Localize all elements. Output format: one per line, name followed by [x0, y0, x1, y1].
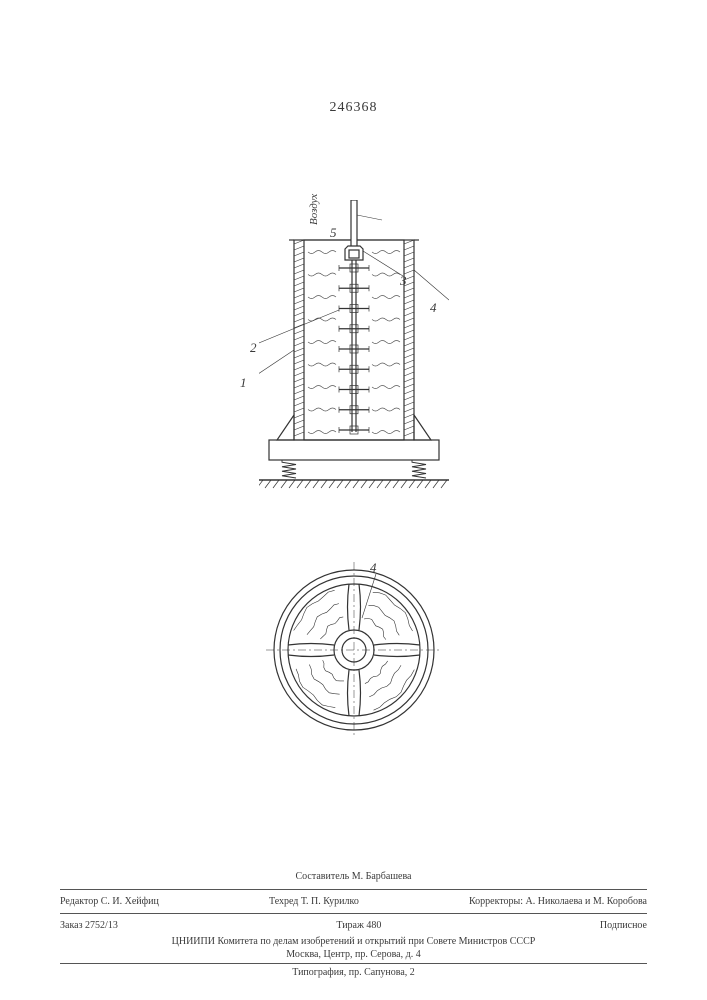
circulation: Тираж 480 [336, 919, 381, 932]
correctors: Корректоры: А. Николаева и М. Коробова [469, 895, 647, 908]
footer-rule-1 [60, 889, 647, 890]
side-view-svg [259, 200, 449, 500]
subscription: Подписное [600, 919, 647, 932]
footer-block: Составитель М. Барбашева Редактор С. И. … [60, 870, 647, 979]
footer-credits-row: Редактор С. И. Хейфиц Техред Т. П. Курил… [60, 892, 647, 911]
org-line: ЦНИИПИ Комитета по делам изобретений и о… [60, 935, 647, 948]
figure-top-view [264, 560, 444, 745]
callout-4-top: 4 [370, 560, 377, 576]
callout-4-side: 4 [430, 300, 437, 316]
top-view-svg [264, 560, 444, 740]
order-number: Заказ 2752/13 [60, 919, 118, 932]
editor: Редактор С. И. Хейфиц [60, 895, 159, 908]
callout-1: 1 [240, 375, 247, 391]
callout-3: 3 [400, 273, 407, 289]
callout-2: 2 [250, 340, 257, 356]
page-number: 246368 [0, 100, 707, 116]
figure-side-view [259, 200, 449, 505]
typography-line: Типография, пр. Сапунова, 2 [60, 966, 647, 979]
air-label: Воздух [308, 194, 320, 225]
tech-editor: Техред Т. П. Курилко [269, 895, 359, 908]
footer-rule-3 [60, 963, 647, 964]
compiler-line: Составитель М. Барбашева [60, 870, 647, 887]
address-line: Москва, Центр, пр. Серова, д. 4 [60, 948, 647, 961]
footer-order-row: Заказ 2752/13 Тираж 480 Подписное [60, 916, 647, 935]
callout-5: 5 [330, 225, 337, 241]
footer-rule-2 [60, 913, 647, 914]
